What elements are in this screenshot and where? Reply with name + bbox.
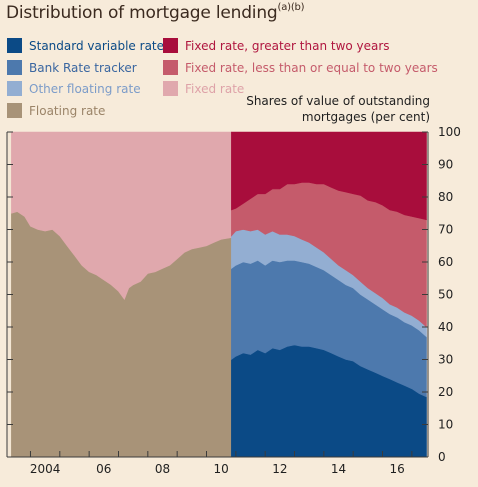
y-tick-label: 30 [438, 353, 453, 367]
y-tick-label: 80 [438, 190, 453, 204]
x-tick-label: 16 [390, 462, 405, 476]
legend-label: Floating rate [29, 103, 106, 118]
y-tick-label: 40 [438, 320, 453, 334]
legend-swatch [163, 60, 178, 75]
chart-title-footnote: (a)(b) [277, 2, 305, 14]
x-tick-label: 08 [155, 462, 170, 476]
legend-swatch [7, 103, 22, 118]
y-axis-unit-label: Shares of value of outstanding mortgages… [230, 93, 430, 125]
legend-swatch [7, 38, 22, 53]
legend-item: Fixed rate, less than or equal to two ye… [163, 60, 438, 75]
y-axis-unit-line-1: Shares of value of outstanding [246, 94, 430, 108]
legend-item: Fixed rate [163, 81, 244, 96]
chart-title: Distribution of mortgage lending(a)(b) [6, 2, 305, 23]
legend-item: Fixed rate, greater than two years [163, 38, 390, 53]
legend-swatch [7, 81, 22, 96]
legend-item: Standard variable rate [7, 38, 164, 53]
x-tick-label: 10 [214, 462, 229, 476]
legend-label: Fixed rate [185, 81, 245, 96]
y-tick-label: 90 [438, 158, 453, 172]
y-tick-label: 100 [438, 125, 461, 139]
y-tick-label: 50 [438, 288, 453, 302]
chart-title-text: Distribution of mortgage lending [6, 3, 278, 23]
y-axis-unit-line-2: mortgages (per cent) [301, 110, 430, 124]
y-tick-label: 20 [438, 385, 453, 399]
legend-swatch [163, 38, 178, 53]
x-tick-label: 06 [96, 462, 111, 476]
legend-swatch [163, 81, 178, 96]
y-tick-label: 0 [438, 450, 446, 464]
legend-label: Standard variable rate [29, 38, 165, 53]
legend-label: Other floating rate [29, 81, 141, 96]
x-tick-label: 12 [272, 462, 287, 476]
area-fixed-rate-greater-than-two-years-post-2011 [231, 131, 427, 221]
legend-item: Other floating rate [7, 81, 141, 96]
y-tick-label: 70 [438, 223, 453, 237]
y-tick-label: 60 [438, 255, 453, 269]
x-tick-label: 2004 [30, 462, 61, 476]
legend-label: Fixed rate, greater than two years [185, 38, 390, 53]
legend-swatch [7, 60, 22, 75]
legend-label: Bank Rate tracker [29, 60, 137, 75]
legend-item: Floating rate [7, 103, 105, 118]
y-tick-label: 10 [438, 418, 453, 432]
x-tick-label: 14 [331, 462, 346, 476]
legend-item: Bank Rate tracker [7, 60, 137, 75]
legend-label: Fixed rate, less than or equal to two ye… [185, 60, 438, 75]
